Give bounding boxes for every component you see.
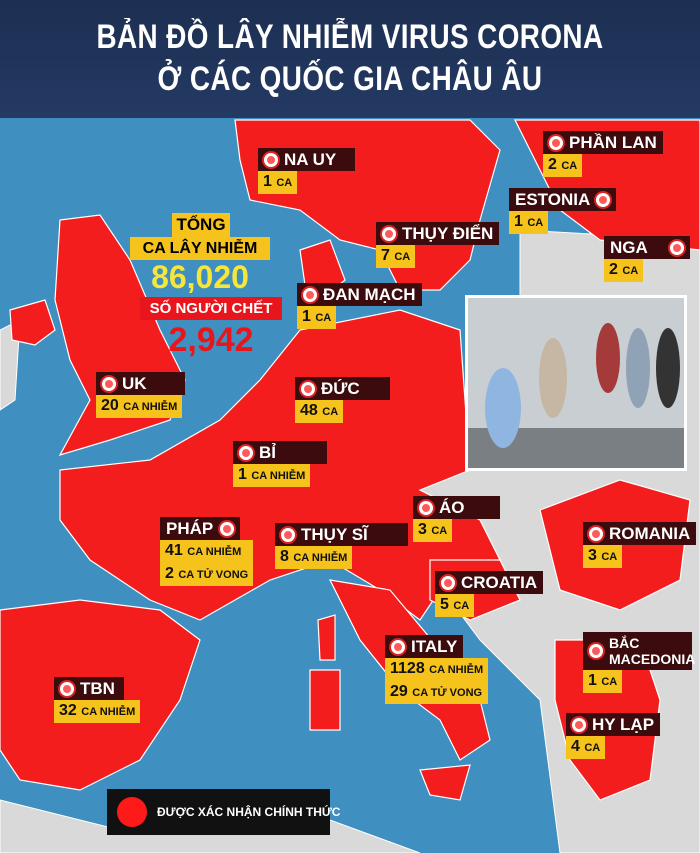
country-name: ROMANIA bbox=[609, 524, 691, 543]
title-line-1: BẢN ĐỒ LÂY NHIỄM VIRUS CORONA bbox=[96, 18, 604, 56]
sardinia bbox=[309, 669, 341, 731]
legend-red-circle-icon bbox=[117, 797, 147, 827]
country-name: ĐAN MẠCH bbox=[323, 285, 416, 304]
country-label: HY LẠP 4 CA bbox=[566, 713, 661, 759]
case-count: 3 CA bbox=[583, 545, 623, 568]
country-label: BẮC MACEDONIA 1 CA bbox=[583, 632, 696, 693]
country-label: ĐAN MẠCH 1 CA bbox=[297, 283, 422, 329]
country-label: THỤY SĨ 8 CA NHIỄM bbox=[275, 523, 408, 569]
case-count: 1 CA bbox=[297, 306, 337, 329]
marker-dot-icon bbox=[441, 575, 455, 590]
case-count: 3 CA bbox=[413, 519, 453, 542]
country-name: ĐỨC bbox=[321, 379, 360, 398]
marker-dot-icon bbox=[301, 381, 315, 396]
case-count: 2 CA bbox=[543, 154, 583, 177]
country-name: NA UY bbox=[284, 150, 337, 169]
country-label: ITALY 1128 CA NHIỄM 29 CA TỬ VONG bbox=[385, 635, 489, 704]
country-label: TBN 32 CA NHIỄM bbox=[54, 677, 141, 723]
country-name: ITALY bbox=[411, 637, 458, 656]
case-count: 1 CA bbox=[583, 670, 623, 693]
case-count: 1 CA bbox=[258, 171, 298, 194]
country-name: UK bbox=[122, 374, 147, 393]
marker-dot-icon bbox=[670, 240, 684, 255]
country-name: THỤY SĨ bbox=[301, 525, 368, 544]
marker-dot-icon bbox=[589, 526, 603, 541]
marker-dot-icon bbox=[391, 639, 405, 654]
marker-dot-icon bbox=[264, 152, 278, 167]
corsica bbox=[317, 614, 336, 661]
legend-label: ĐƯỢC XÁC NHẬN CHÍNH THỨC bbox=[157, 805, 341, 819]
ireland bbox=[9, 299, 56, 346]
case-count: 20 CA NHIỄM bbox=[96, 395, 183, 418]
marker-dot-icon bbox=[303, 287, 317, 302]
country-name: NGA bbox=[610, 238, 648, 257]
country-label: ROMANIA 3 CA bbox=[583, 522, 697, 568]
country-label: PHẦN LAN 2 CA bbox=[543, 131, 663, 177]
country-name: ÁO bbox=[439, 498, 465, 517]
marker-dot-icon bbox=[549, 135, 563, 150]
legend: ĐƯỢC XÁC NHẬN CHÍNH THỨC bbox=[107, 789, 340, 835]
marker-dot-icon bbox=[589, 644, 603, 658]
country-name: BỈ bbox=[259, 443, 276, 462]
country-label: UK 20 CA NHIỄM bbox=[96, 372, 185, 418]
case-count: 41 CA NHIỄM 2 CA TỬ VONG bbox=[160, 540, 254, 586]
case-count: 32 CA NHIỄM bbox=[54, 700, 141, 723]
case-count: 1 CA NHIỄM bbox=[233, 464, 311, 487]
country-name: CROATIA bbox=[461, 573, 538, 592]
country-label: ESTONIA 1 CA bbox=[509, 188, 617, 234]
marker-dot-icon bbox=[596, 192, 611, 207]
total-label-2: CA LÂY NHIỄM bbox=[130, 237, 270, 260]
marker-dot-icon bbox=[572, 717, 586, 732]
title-banner: BẢN ĐỒ LÂY NHIỄM VIRUS CORONA Ở CÁC QUỐC… bbox=[0, 0, 700, 118]
deaths-label: SỐ NGƯỜI CHẾT bbox=[140, 297, 282, 320]
country-label: PHÁP 41 CA NHIỄM 2 CA TỬ VONG bbox=[160, 517, 254, 586]
case-count: 7 CA bbox=[376, 245, 416, 268]
country-name: THỤY ĐIỂN bbox=[402, 224, 494, 243]
marker-dot-icon bbox=[60, 681, 74, 696]
sicily bbox=[419, 764, 471, 801]
country-label: THỤY ĐIỂN 7 CA bbox=[376, 222, 500, 268]
case-count: 8 CA NHIỄM bbox=[275, 546, 353, 569]
case-count: 2 CA bbox=[604, 259, 644, 282]
case-count: 5 CA bbox=[435, 594, 475, 617]
country-name: PHẦN LAN bbox=[569, 133, 657, 152]
country-label: CROATIA 5 CA bbox=[435, 571, 544, 617]
case-count: 1 CA bbox=[509, 211, 549, 234]
country-name: BẮC MACEDONIA bbox=[609, 635, 696, 667]
country-name: PHÁP bbox=[166, 519, 214, 538]
deaths-value: 2,942 bbox=[168, 321, 254, 359]
country-name: TBN bbox=[80, 679, 115, 698]
title-line-2: Ở CÁC QUỐC GIA CHÂU ÂU bbox=[157, 60, 543, 98]
marker-dot-icon bbox=[281, 527, 295, 542]
country-label: ĐỨC 48 CA bbox=[295, 377, 390, 423]
country-name: ESTONIA bbox=[515, 190, 591, 209]
marker-dot-icon bbox=[419, 500, 433, 515]
total-value: 86,020 bbox=[151, 259, 249, 295]
marker-dot-icon bbox=[239, 445, 253, 460]
country-label: NA UY 1 CA bbox=[258, 148, 355, 194]
country-label: NGA 2 CA bbox=[604, 236, 690, 282]
news-photo bbox=[465, 295, 687, 471]
marker-dot-icon bbox=[102, 376, 116, 391]
country-label: BỈ 1 CA NHIỄM bbox=[233, 441, 327, 487]
case-count: 1128 CA NHIỄM 29 CA TỬ VONG bbox=[385, 658, 489, 704]
case-count: 4 CA bbox=[566, 736, 606, 759]
country-label: ÁO 3 CA bbox=[413, 496, 500, 542]
marker-dot-icon bbox=[382, 226, 396, 241]
marker-dot-icon bbox=[220, 521, 234, 536]
country-name: HY LẠP bbox=[592, 715, 655, 734]
total-label-1: TỔNG bbox=[172, 213, 230, 237]
case-count: 48 CA bbox=[295, 400, 344, 423]
